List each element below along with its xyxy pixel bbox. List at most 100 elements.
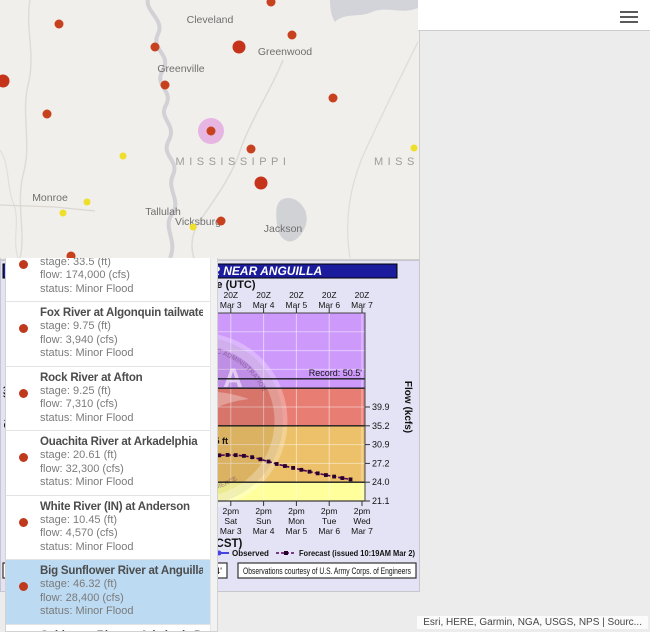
utc-tick: 20Z — [289, 290, 304, 300]
forecast-point — [340, 476, 345, 480]
site-date-tick: Mar 4 — [253, 526, 275, 536]
map-label-cleveland: Cleveland — [187, 14, 234, 26]
map-marker[interactable] — [254, 176, 268, 190]
site-day-tick: Wed — [353, 516, 371, 526]
gauge-name: Coldwater River at Arkabutla Dam — [40, 630, 203, 632]
gauge-stage: stage: 9.25 (ft) — [40, 384, 111, 397]
gauge-name: Rock River at Afton — [40, 371, 143, 384]
gauge-stage: stage: 10.45 (ft) — [40, 513, 118, 526]
map-marker[interactable] — [189, 223, 197, 231]
map-label-mississippi: MISSISSIPPI — [176, 156, 291, 168]
forecast-point — [258, 457, 263, 462]
map-marker[interactable] — [266, 0, 276, 7]
site-date-tick: Mar 3 — [220, 526, 242, 536]
site-time-tick: 2pm — [223, 506, 240, 516]
forecast-point — [274, 462, 279, 466]
forecast-point — [332, 474, 337, 479]
gauge-flow: flow: 4,570 (cfs) — [40, 527, 118, 539]
hamburger-menu-icon[interactable] — [618, 8, 640, 24]
forecast-point — [217, 453, 222, 458]
lake-shape — [330, 0, 418, 22]
gauge-list-item[interactable]: White River (IN) at Anderson stage: 10.45… — [6, 496, 217, 560]
gauge-status-dot — [19, 388, 28, 398]
gauge-name: Big Sunflower River at Anguilla — [40, 565, 203, 577]
map-label-monroe: Monroe — [32, 192, 68, 204]
map-marker[interactable] — [328, 93, 338, 103]
forecast-point — [291, 466, 296, 470]
map-marker[interactable] — [150, 42, 160, 52]
gauge-status-dot — [19, 453, 28, 462]
flow-tick-label: 39.9 — [372, 402, 390, 412]
river-path — [191, 59, 284, 258]
site-day-tick: Mon — [288, 516, 305, 526]
map-canvas[interactable]: Cleveland Greenville Greenwood Monroe Tallul… — [0, 0, 418, 258]
map-marker-selected[interactable] — [206, 126, 216, 136]
gauge-stage: stage: 9.75 (ft) — [40, 320, 111, 332]
map-label-tallulah: Tallulah — [145, 206, 181, 218]
map-marker[interactable] — [0, 74, 10, 88]
gauge-list-item[interactable]: Fox River at Algonquin tailwater stage: 9… — [6, 302, 217, 367]
map-marker[interactable] — [66, 251, 76, 259]
utc-tick: 20Z — [223, 290, 238, 300]
gauge-flow: flow: 3,940 (cfs) — [40, 333, 118, 346]
site-date-tick: Mar 6 — [318, 526, 340, 536]
site-time-tick: 2pm — [288, 506, 305, 516]
map-markers — [0, 0, 418, 258]
map-marker[interactable] — [42, 109, 52, 119]
gauge-status: status: Minor Flood — [40, 540, 134, 553]
utc-date-tick: Mar 7 — [351, 300, 373, 310]
gauge-list-item[interactable]: Ouachita River at Arkadelphia stage: 20.6… — [6, 431, 217, 496]
gauge-flow: flow: 174,000 (cfs) — [40, 269, 130, 281]
forecast-point — [307, 469, 312, 474]
gauge-stage: stage: 20.61 (ft) — [40, 449, 118, 461]
reservoir-shape — [276, 198, 307, 242]
gauge-list-item[interactable]: Rock River at Afton stage: 9.25 (ft) flow:… — [6, 367, 217, 431]
utc-date-tick: Mar 3 — [220, 300, 242, 310]
site-date-tick: Mar 5 — [286, 526, 308, 536]
forecast-point — [324, 473, 328, 477]
map-marker[interactable] — [246, 144, 256, 154]
map-marker[interactable] — [232, 40, 246, 54]
forecast-point — [266, 459, 271, 464]
utc-date-tick: Mar 4 — [253, 300, 275, 310]
map-marker[interactable] — [287, 30, 297, 40]
site-time-tick: 2pm — [354, 506, 371, 516]
map-label-mississ: MISSISS — [374, 156, 418, 168]
y-right-axis-title: Flow (kcfs) — [402, 381, 413, 433]
map-label-jackson: Jackson — [264, 223, 303, 235]
site-date-tick: Mar 7 — [351, 526, 373, 536]
forecast-point — [225, 453, 230, 457]
utc-date-tick: Mar 6 — [318, 300, 340, 310]
gauge-status: status: Minor Flood — [40, 605, 134, 617]
legend-forecast-label: Forecast (issued 10:19AM Mar 2) — [299, 549, 415, 558]
gauge-name: Ouachita River at Arkadelphia — [40, 436, 198, 448]
gauge-status-dot — [19, 582, 28, 591]
forecast-point — [233, 453, 238, 458]
gauge-list-item[interactable]: Coldwater River at Arkabutla Damstage: 2… — [6, 625, 217, 632]
gauge-name: White River (IN) at Anderson — [40, 500, 190, 513]
gauge-flow: flow: 7,310 (cfs) — [40, 398, 118, 410]
gauge-status-dot — [19, 259, 28, 269]
gauge-list-item[interactable]: Big Sunflower River at Anguilla stage: 46… — [6, 560, 217, 625]
forecast-point — [348, 477, 353, 482]
gauge-stage: stage: 46.32 (ft) — [40, 578, 118, 590]
map-label-vicksburg: Vicksburg — [175, 216, 221, 228]
map-marker[interactable] — [54, 19, 64, 29]
map-marker[interactable] — [160, 80, 170, 90]
gauge-flow: flow: 32,300 (cfs) — [40, 462, 124, 475]
flow-tick-label: 35.2 — [372, 421, 390, 431]
map-label-greenwood: Greenwood — [258, 46, 312, 58]
map-marker[interactable] — [410, 144, 418, 152]
map-labels: Cleveland Greenville Greenwood Monroe Tallul… — [32, 14, 418, 235]
map-marker[interactable] — [59, 209, 67, 217]
site-day-tick: Sun — [256, 516, 271, 526]
map-marker[interactable] — [216, 216, 226, 226]
gauge-status-dot — [19, 324, 28, 333]
utc-tick: 20Z — [355, 290, 370, 300]
forecast-point — [283, 464, 287, 468]
gauge-stage: stage: 33.5 (ft) — [40, 255, 111, 268]
map-marker[interactable] — [83, 198, 91, 206]
map-marker[interactable] — [119, 152, 127, 160]
legend-observed-label: Observed — [232, 549, 269, 558]
